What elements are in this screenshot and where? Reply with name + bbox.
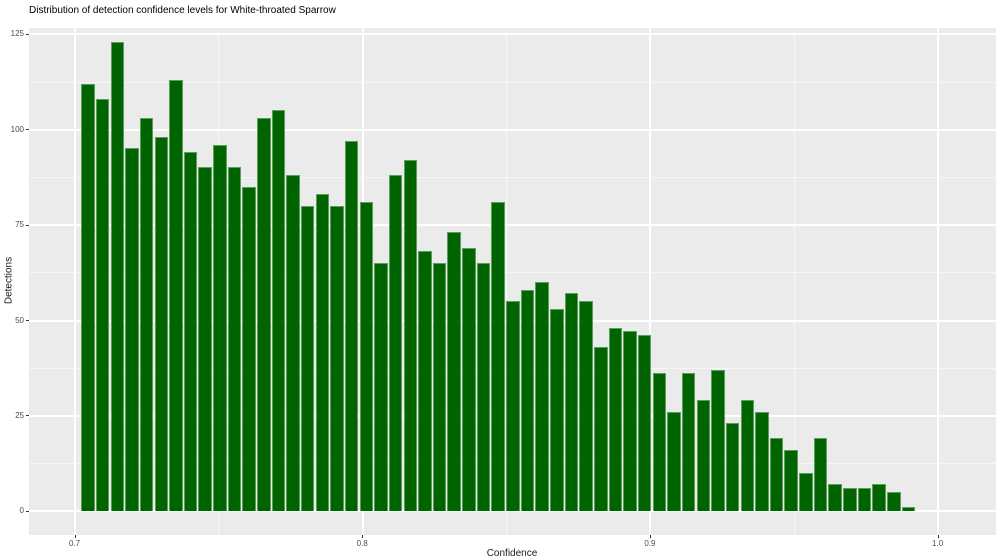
- histogram-bar: [447, 232, 461, 511]
- histogram-bar: [667, 411, 681, 511]
- y-major-gridline: [29, 510, 996, 513]
- histogram-bar: [344, 140, 359, 511]
- histogram-bar: [257, 117, 271, 511]
- histogram-bar: [169, 79, 183, 511]
- y-tick-label: 50: [15, 315, 24, 325]
- y-tick-mark: [26, 415, 29, 417]
- histogram-bar: [95, 98, 110, 511]
- y-major-gridline: [29, 128, 996, 131]
- histogram-bar: [388, 175, 403, 511]
- x-tick-label: 0.8: [356, 539, 368, 548]
- y-tick-label: 125: [10, 29, 24, 39]
- histogram-bar: [139, 117, 154, 511]
- x-axis-title: Confidence: [486, 548, 538, 558]
- x-minor-gridline: [793, 28, 795, 535]
- chart-title: Distribution of detection confidence lev…: [29, 5, 336, 16]
- histogram-bar: [506, 300, 520, 511]
- histogram-bar: [550, 308, 564, 511]
- histogram-bar: [608, 327, 623, 511]
- histogram-bar: [520, 289, 535, 511]
- y-tick-label: 100: [10, 124, 24, 134]
- y-tick-label: 25: [15, 410, 24, 420]
- histogram-bar: [300, 205, 315, 511]
- histogram-bar: [784, 449, 798, 511]
- histogram-bar: [681, 373, 696, 511]
- histogram-bar: [213, 144, 227, 511]
- x-tick-label: 0.9: [644, 539, 656, 548]
- histogram-bar: [623, 331, 637, 511]
- histogram-bar: [330, 205, 344, 511]
- histogram-bar: [198, 167, 212, 511]
- y-tick-label: 0: [19, 506, 24, 516]
- y-tick-mark: [26, 129, 29, 131]
- histogram-bar: [594, 346, 608, 511]
- x-tick-label: 0.7: [68, 539, 81, 548]
- histogram-bar: [857, 487, 872, 511]
- y-tick-mark: [26, 224, 29, 226]
- histogram-bar: [887, 491, 901, 511]
- histogram-bar: [154, 136, 169, 511]
- x-major-gridline: [937, 28, 940, 535]
- histogram-bar: [125, 148, 139, 511]
- x-major-gridline: [74, 28, 76, 535]
- histogram-bar: [183, 152, 198, 511]
- histogram-bar: [359, 201, 374, 511]
- x-tick-mark: [74, 535, 76, 538]
- y-tick-mark: [26, 510, 29, 512]
- histogram-bar: [564, 293, 579, 511]
- histogram-bar: [535, 281, 549, 511]
- y-tick-mark: [26, 320, 29, 321]
- histogram-bar: [271, 110, 286, 511]
- y-tick-label: 75: [15, 220, 24, 230]
- histogram-bar: [755, 411, 769, 511]
- histogram-bar: [740, 400, 755, 511]
- histogram-bar: [81, 83, 95, 511]
- histogram-bar: [491, 201, 505, 511]
- histogram-bar: [696, 400, 711, 511]
- histogram-bar: [418, 251, 432, 511]
- histogram-bar: [901, 506, 916, 511]
- histogram-bar: [242, 186, 256, 511]
- histogram-bar: [403, 159, 418, 511]
- histogram-bar: [476, 262, 491, 511]
- x-tick-mark: [649, 535, 651, 538]
- histogram-bar: [637, 335, 652, 511]
- histogram-bar: [432, 262, 447, 511]
- y-minor-gridline: [29, 272, 996, 274]
- x-major-gridline: [649, 28, 652, 535]
- histogram-bar: [843, 487, 857, 511]
- y-minor-gridline: [29, 176, 996, 178]
- y-major-gridline: [29, 33, 996, 36]
- histogram-bar: [374, 262, 388, 511]
- histogram-bar: [315, 194, 330, 511]
- x-tick-mark: [937, 535, 939, 538]
- histogram-bar: [799, 472, 813, 511]
- histogram-bar: [872, 484, 886, 511]
- y-minor-gridline: [29, 81, 996, 83]
- histogram-bar: [711, 369, 725, 511]
- y-axis-title: Detections: [3, 256, 15, 305]
- x-tick-label: 1.0: [932, 539, 944, 548]
- histogram-bar: [828, 484, 842, 511]
- plot-panel: [29, 28, 996, 535]
- histogram-bar: [813, 438, 828, 511]
- histogram-bar: [286, 175, 300, 511]
- histogram-bar: [462, 247, 476, 511]
- histogram-bar: [579, 300, 593, 511]
- histogram-bar: [110, 41, 125, 511]
- x-minor-gridline: [506, 28, 508, 535]
- y-tick-mark: [26, 33, 29, 35]
- histogram-bar: [652, 373, 667, 511]
- histogram-bar: [725, 423, 740, 511]
- histogram-bar: [769, 438, 784, 511]
- histogram-bar: [227, 167, 242, 511]
- y-major-gridline: [29, 224, 996, 227]
- x-tick-mark: [362, 535, 364, 538]
